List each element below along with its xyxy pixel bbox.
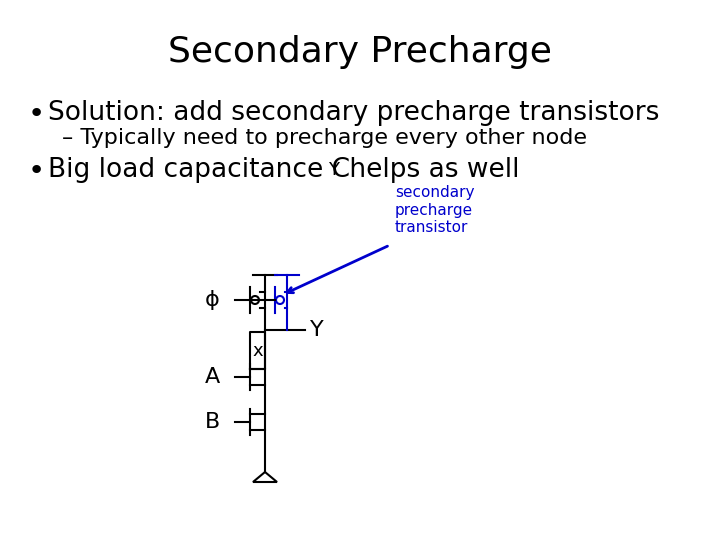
Text: Y: Y — [310, 320, 324, 340]
Text: ϕ: ϕ — [205, 290, 220, 310]
Text: Big load capacitance C: Big load capacitance C — [48, 157, 350, 183]
Text: •: • — [28, 157, 45, 185]
Text: Secondary Precharge: Secondary Precharge — [168, 35, 552, 69]
Text: helps as well: helps as well — [341, 157, 520, 183]
Text: •: • — [28, 100, 45, 128]
Text: Solution: add secondary precharge transistors: Solution: add secondary precharge transi… — [48, 100, 660, 126]
Text: B: B — [204, 412, 220, 432]
Text: secondary
precharge
transistor: secondary precharge transistor — [395, 185, 474, 235]
Text: x: x — [252, 341, 263, 360]
Text: A: A — [204, 367, 220, 387]
Text: – Typically need to precharge every other node: – Typically need to precharge every othe… — [62, 128, 587, 148]
Text: Y: Y — [328, 161, 339, 179]
